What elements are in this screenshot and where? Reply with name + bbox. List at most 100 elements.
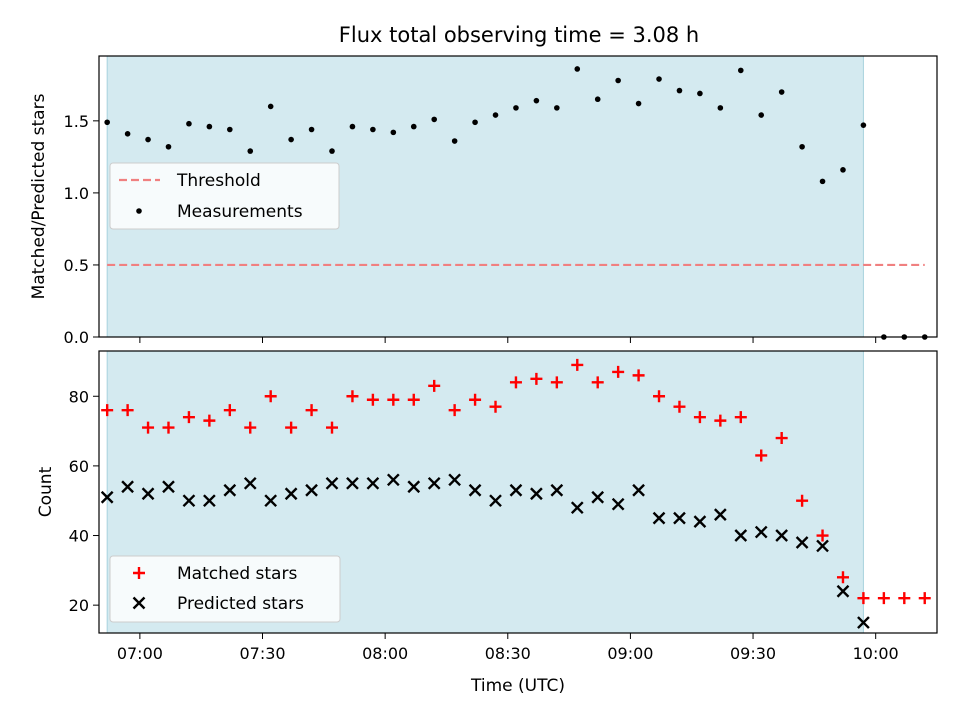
measurement-point bbox=[288, 136, 294, 143]
matched-star-point bbox=[387, 393, 400, 406]
predicted-star-point bbox=[182, 494, 196, 508]
measurement-point bbox=[819, 178, 826, 185]
count-legend: Matched stars Predicted stars bbox=[109, 555, 341, 623]
measurement-point bbox=[145, 136, 151, 143]
measurement-point bbox=[697, 90, 703, 97]
matched-star-point bbox=[244, 421, 257, 434]
measurement-point bbox=[492, 112, 499, 118]
predicted-star-point bbox=[141, 487, 155, 501]
measurement-point bbox=[656, 76, 662, 82]
predicted-star-point bbox=[264, 494, 278, 508]
x-tick-label: 08:30 bbox=[485, 644, 531, 663]
predicted-star-point bbox=[284, 487, 298, 501]
measurement-point bbox=[778, 89, 785, 95]
measurement-points bbox=[104, 66, 928, 340]
matched-star-point bbox=[101, 404, 114, 417]
matched-star-point bbox=[918, 592, 931, 605]
matched-star-point bbox=[203, 414, 216, 427]
ratio-y-ticks: 0.0 0.5 1.0 1.5 bbox=[64, 112, 99, 347]
ratio-y-axis-label: Matched/Predicted stars bbox=[29, 93, 49, 299]
predicted-star-point bbox=[530, 487, 543, 501]
measurement-point bbox=[431, 116, 438, 123]
predicted-star-point bbox=[836, 584, 850, 598]
matched-star-point bbox=[489, 400, 502, 413]
measurement-point bbox=[104, 119, 110, 126]
ratio-x-ticks bbox=[139, 337, 877, 343]
predicted-stars-legend-label: Predicted stars bbox=[177, 594, 304, 614]
matched-star-point bbox=[366, 393, 379, 406]
measurement-point bbox=[124, 131, 131, 137]
matched-star-point bbox=[182, 411, 195, 424]
predicted-star-point bbox=[346, 476, 359, 490]
predicted-star-point bbox=[509, 483, 523, 497]
predicted-star-point bbox=[795, 536, 809, 549]
matched-star-point bbox=[448, 404, 461, 417]
ratio-panel: 0.0 0.5 1.0 1.5 Matched/Predicted stars Thr… bbox=[29, 55, 938, 347]
predicted-star-point bbox=[386, 473, 400, 487]
measurement-point bbox=[267, 103, 274, 110]
y-tick-label: 0.0 bbox=[64, 328, 89, 347]
predicted-star-point bbox=[775, 529, 789, 542]
predicted-star-point bbox=[468, 483, 482, 497]
measurement-point bbox=[165, 143, 172, 150]
predicted-star-point bbox=[734, 529, 748, 542]
predicted-star-point bbox=[448, 473, 461, 487]
matched-star-point bbox=[653, 390, 666, 403]
x-tick-label: 10:00 bbox=[853, 644, 899, 663]
predicted-stars-legend-marker bbox=[132, 596, 146, 610]
measurement-point bbox=[574, 66, 581, 72]
measurement-point bbox=[533, 97, 540, 104]
matched-star-point bbox=[346, 390, 359, 403]
matched-star-point bbox=[305, 404, 318, 417]
predicted-star-point bbox=[816, 539, 829, 553]
count-x-ticks: 07:00 07:30 08:00 08:30 09:00 09:30 10:00 bbox=[117, 633, 899, 663]
predicted-star-point bbox=[366, 476, 380, 490]
matched-star-point bbox=[550, 376, 563, 389]
measurement-point bbox=[227, 126, 233, 133]
measurement-point bbox=[349, 123, 356, 130]
x-tick-label: 07:00 bbox=[117, 644, 163, 663]
measurement-point bbox=[186, 120, 192, 127]
count-panel: 20 40 60 80 07:00 07:30 08:00 08:30 09:00 09:30 1… bbox=[36, 350, 938, 696]
matched-star-point bbox=[836, 571, 849, 584]
x-tick-label: 08:00 bbox=[362, 644, 408, 663]
matched-star-point bbox=[530, 372, 543, 385]
y-tick-label: 20 bbox=[69, 596, 89, 615]
matched-star-point bbox=[714, 414, 727, 427]
measurement-point bbox=[554, 105, 560, 111]
matched-star-point bbox=[121, 404, 134, 417]
measurement-point bbox=[308, 126, 315, 133]
measurements-legend-marker bbox=[136, 208, 142, 214]
matched-stars-legend-marker bbox=[133, 567, 145, 579]
matched-star-point bbox=[632, 369, 645, 382]
matched-stars-points bbox=[101, 358, 931, 605]
measurement-point bbox=[390, 129, 397, 136]
predicted-star-point bbox=[652, 511, 666, 525]
predicted-star-point bbox=[100, 490, 114, 504]
predicted-star-point bbox=[489, 494, 502, 508]
predicted-star-point bbox=[407, 480, 421, 494]
predicted-star-point bbox=[203, 494, 216, 508]
matched-star-point bbox=[326, 421, 339, 434]
predicted-star-point bbox=[713, 508, 727, 521]
y-tick-label: 1.0 bbox=[64, 184, 89, 203]
matched-star-point bbox=[796, 494, 809, 507]
matched-star-point bbox=[571, 358, 584, 371]
measurement-point bbox=[247, 148, 254, 154]
predicted-star-point bbox=[305, 483, 318, 497]
x-tick-label: 09:00 bbox=[607, 644, 653, 663]
matched-star-point bbox=[775, 432, 788, 445]
matched-star-point bbox=[428, 379, 441, 392]
measurement-point bbox=[860, 122, 867, 128]
measurement-point bbox=[472, 119, 478, 126]
predicted-star-point bbox=[673, 511, 686, 525]
matched-star-point bbox=[285, 421, 298, 434]
matched-star-point bbox=[898, 592, 911, 605]
measurement-point bbox=[737, 67, 744, 74]
matched-star-point bbox=[755, 449, 768, 462]
measurement-point bbox=[799, 143, 805, 150]
predicted-star-point bbox=[243, 476, 257, 490]
predicted-star-point bbox=[693, 515, 707, 528]
matched-star-point bbox=[693, 411, 706, 424]
